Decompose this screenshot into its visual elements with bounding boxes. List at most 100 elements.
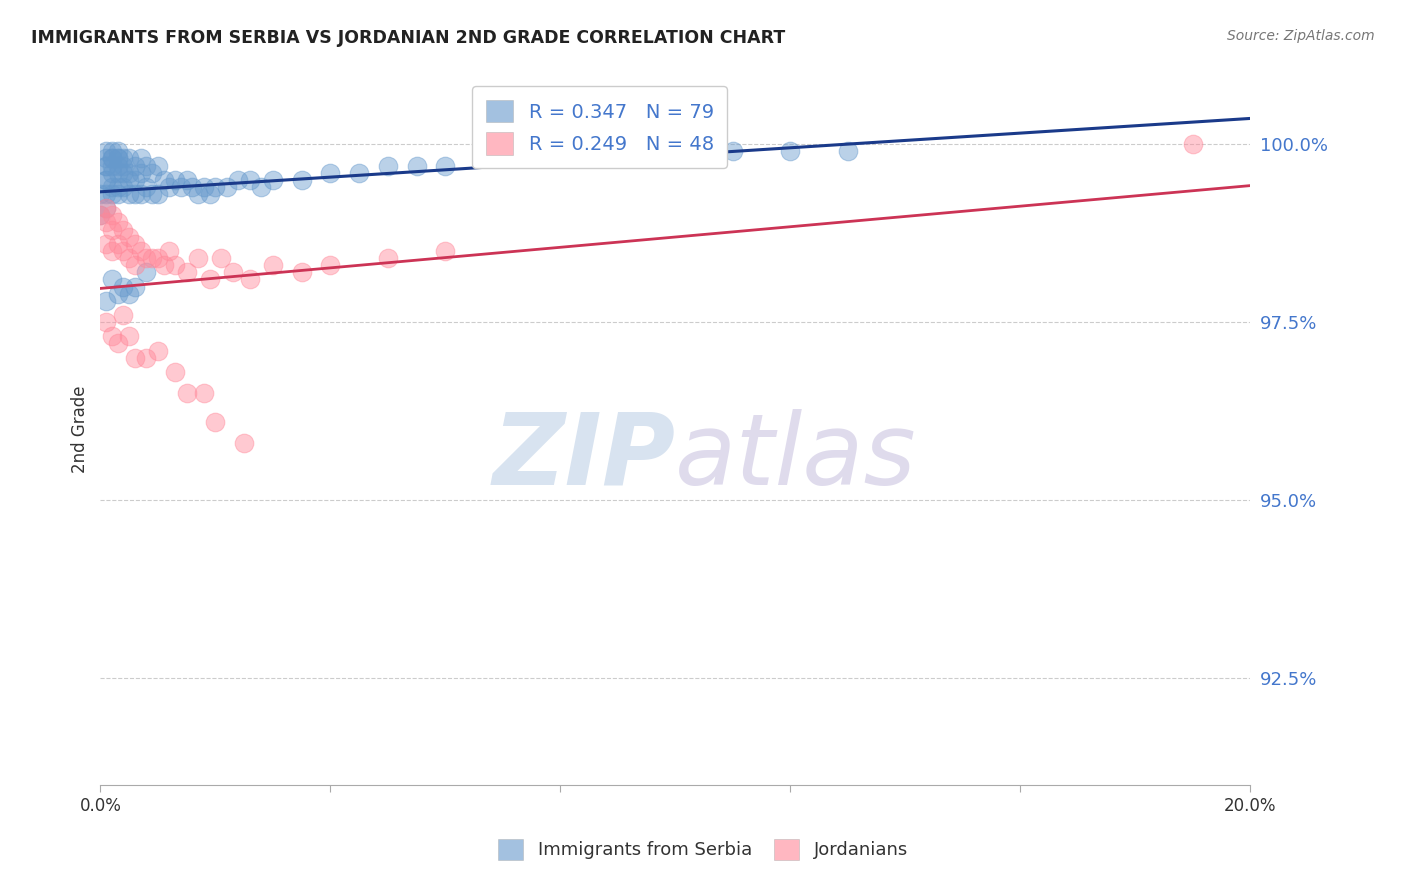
Point <box>107 179 129 194</box>
Point <box>187 186 209 201</box>
Point <box>152 173 174 187</box>
Point <box>112 222 135 236</box>
Point <box>101 208 124 222</box>
Point <box>198 272 221 286</box>
Point <box>290 173 312 187</box>
Point <box>215 179 238 194</box>
Point <box>347 166 370 180</box>
Point <box>548 152 571 166</box>
Point <box>89 208 111 222</box>
Point <box>107 159 129 173</box>
Point <box>89 186 111 201</box>
Point <box>250 179 273 194</box>
Point <box>101 166 124 180</box>
Point <box>94 159 117 173</box>
Point <box>434 244 457 258</box>
Point <box>112 279 135 293</box>
Point <box>112 159 135 173</box>
Point <box>129 244 152 258</box>
Text: IMMIGRANTS FROM SERBIA VS JORDANIAN 2ND GRADE CORRELATION CHART: IMMIGRANTS FROM SERBIA VS JORDANIAN 2ND … <box>31 29 785 46</box>
Point <box>107 286 129 301</box>
Point <box>107 152 129 166</box>
Point <box>290 265 312 279</box>
Point <box>204 415 226 429</box>
Point <box>129 152 152 166</box>
Point <box>377 251 399 265</box>
Point <box>664 152 686 166</box>
Point <box>157 179 180 194</box>
Point <box>124 173 146 187</box>
Point <box>94 201 117 215</box>
Point <box>262 258 284 272</box>
Point <box>209 251 232 265</box>
Point <box>233 436 256 450</box>
Point <box>112 179 135 194</box>
Point <box>135 251 157 265</box>
Point <box>107 145 129 159</box>
Point <box>118 166 141 180</box>
Point <box>124 186 146 201</box>
Text: Source: ZipAtlas.com: Source: ZipAtlas.com <box>1227 29 1375 43</box>
Point <box>101 244 124 258</box>
Point <box>124 159 146 173</box>
Point <box>176 265 198 279</box>
Point <box>101 272 124 286</box>
Point <box>94 173 117 187</box>
Point <box>157 244 180 258</box>
Point <box>107 152 129 166</box>
Point <box>262 173 284 187</box>
Point <box>101 222 124 236</box>
Point <box>606 152 628 166</box>
Point <box>124 236 146 251</box>
Point <box>146 251 169 265</box>
Point <box>135 265 157 279</box>
Point <box>221 265 243 279</box>
Point <box>193 386 215 401</box>
Point <box>124 279 146 293</box>
Point <box>101 152 124 166</box>
Point <box>141 251 163 265</box>
Point <box>193 179 215 194</box>
Point <box>198 186 221 201</box>
Point <box>1181 137 1204 152</box>
Point <box>152 258 174 272</box>
Point <box>107 166 129 180</box>
Point <box>107 236 129 251</box>
Point <box>118 251 141 265</box>
Point <box>94 201 117 215</box>
Point <box>107 336 129 351</box>
Point <box>89 208 111 222</box>
Point <box>118 229 141 244</box>
Point <box>146 343 169 358</box>
Point <box>779 145 801 159</box>
Point <box>118 152 141 166</box>
Point <box>141 186 163 201</box>
Point <box>112 308 135 322</box>
Point <box>837 145 859 159</box>
Point <box>165 258 187 272</box>
Point <box>129 166 152 180</box>
Point <box>319 166 342 180</box>
Point <box>239 272 262 286</box>
Point <box>124 351 146 365</box>
Point <box>129 186 152 201</box>
Point <box>165 365 187 379</box>
Point <box>112 244 135 258</box>
Point <box>112 166 135 180</box>
Point <box>141 166 163 180</box>
Point <box>135 351 157 365</box>
Point <box>107 186 129 201</box>
Point <box>226 173 249 187</box>
Point <box>101 179 124 194</box>
Point <box>107 215 129 229</box>
Point <box>118 186 141 201</box>
Point <box>101 159 124 173</box>
Point <box>94 173 117 187</box>
Point <box>135 179 157 194</box>
Legend: Immigrants from Serbia, Jordanians: Immigrants from Serbia, Jordanians <box>491 831 915 867</box>
Point <box>94 145 117 159</box>
Point <box>101 145 124 159</box>
Point <box>118 286 141 301</box>
Point <box>135 159 157 173</box>
Point <box>176 173 198 187</box>
